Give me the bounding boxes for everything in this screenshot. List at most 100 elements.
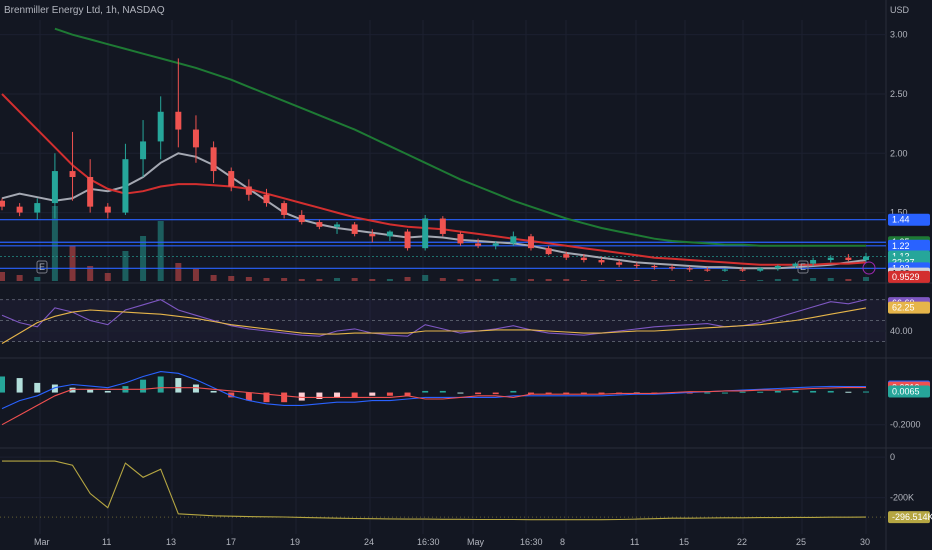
macd-histogram-bar	[351, 392, 358, 398]
candle-body	[633, 264, 640, 266]
volume-bar	[545, 279, 552, 281]
candle-body	[351, 224, 358, 234]
volume-bar	[104, 273, 111, 281]
macd-line-0	[1, 371, 867, 410]
price-price-badge-label-0: 1.44	[892, 215, 910, 225]
earnings-marker-label-0: E	[39, 262, 45, 272]
candle-body	[245, 186, 252, 195]
volume-bar	[228, 276, 235, 281]
macd-histogram-bar	[845, 391, 852, 393]
price-tick-label: 3.00	[890, 30, 908, 40]
price-price-badge-0	[888, 213, 930, 226]
time-axis-label-6: 16:30	[417, 537, 440, 547]
candle-body	[228, 171, 235, 187]
macd-histogram-bar	[404, 392, 411, 396]
candle-body	[192, 129, 199, 148]
volume-bar	[704, 280, 711, 281]
volume-bar	[140, 236, 147, 281]
macd-histogram-bar	[792, 390, 799, 393]
price-tick-label: 2.00	[890, 148, 908, 158]
time-axis-label-12: 22	[737, 537, 747, 547]
macd-histogram-bar	[69, 387, 76, 393]
time-axis-label-8: 16:30	[520, 537, 543, 547]
volume-bar	[0, 272, 5, 281]
time-axis-label-7: May	[467, 537, 485, 547]
macd-price-badge-label-2: 0.0065	[892, 387, 920, 397]
macd-histogram-bar	[386, 392, 393, 396]
volume-bar	[863, 277, 869, 281]
candle-body	[757, 268, 764, 271]
earnings-marker-0	[36, 260, 48, 274]
price-tick-label: 1.50	[890, 208, 908, 218]
volume-bar	[510, 278, 517, 281]
macd-histogram-bar	[192, 384, 199, 393]
volume-bar	[792, 279, 799, 281]
candle-body	[580, 257, 587, 261]
macd-histogram-bar	[457, 392, 464, 394]
macd-histogram-bar	[563, 392, 570, 395]
moving-average-1	[1, 93, 867, 266]
macd-histogram-bar	[439, 390, 446, 393]
candle-body	[422, 218, 429, 249]
volume-bar	[298, 279, 305, 281]
volume-bar	[34, 277, 41, 281]
volume-bar	[316, 279, 323, 281]
volume-bar	[845, 279, 852, 281]
volume-bar	[122, 251, 129, 281]
time-axis-label-9: 8	[560, 537, 565, 547]
volume-bar	[157, 221, 164, 281]
volume-bar	[827, 278, 834, 281]
price-price-badge-2	[888, 239, 930, 252]
candle-body	[369, 233, 376, 237]
macd-histogram-bar	[175, 378, 182, 393]
volume-bar	[351, 278, 358, 281]
volume-bar	[616, 280, 623, 281]
candle-body	[175, 111, 182, 130]
macd-histogram-bar	[739, 391, 746, 393]
candle-body	[792, 263, 799, 266]
volume-bar	[439, 278, 446, 281]
time-axis-label-4: 19	[290, 537, 300, 547]
macd-tick-label: -0.2000	[890, 420, 921, 430]
candle-body	[704, 269, 711, 271]
volume-bar	[281, 278, 288, 281]
macd-price-badge-2	[888, 385, 930, 398]
candle-body	[263, 194, 270, 204]
volume-bar	[369, 279, 376, 281]
volume-bar	[334, 278, 341, 281]
candle-body	[721, 269, 728, 271]
rsi-price-badge-1	[888, 301, 930, 314]
macd-histogram-bar	[492, 392, 499, 395]
macd-histogram-bar	[721, 392, 728, 394]
candle-body	[527, 236, 534, 249]
symbol-title[interactable]: Brenmiller Energy Ltd, 1h, NASDAQ	[4, 5, 165, 16]
candle-body	[439, 218, 446, 234]
rsi-tick-label: 40.00	[890, 326, 913, 336]
macd-histogram-bar	[334, 392, 341, 398]
time-axis-label-1: 11	[102, 537, 111, 547]
macd-histogram-bar	[316, 392, 323, 399]
volume-bar	[210, 275, 217, 281]
macd-histogram-bar	[527, 392, 534, 395]
volume-bar	[492, 279, 499, 281]
time-axis-label-13: 25	[796, 537, 806, 547]
volume-bar	[51, 206, 58, 281]
volume-bar	[633, 280, 640, 281]
candle-body	[140, 141, 147, 160]
candle-body	[104, 206, 111, 213]
volume-bar	[563, 279, 570, 281]
macd-histogram-bar	[545, 392, 552, 395]
macd-histogram-bar	[104, 390, 111, 393]
obv-tick-label: 0	[890, 452, 895, 462]
obv-tick-label: -200K	[890, 493, 914, 503]
volume-bar	[404, 277, 411, 281]
volume-bar	[475, 279, 482, 281]
volume-bar	[810, 278, 817, 281]
macd-histogram-bar	[34, 382, 41, 393]
macd-line-1	[1, 386, 867, 426]
time-axis-label-11: 15	[679, 537, 689, 547]
volume-bar	[580, 280, 587, 281]
volume-bar	[739, 280, 746, 281]
